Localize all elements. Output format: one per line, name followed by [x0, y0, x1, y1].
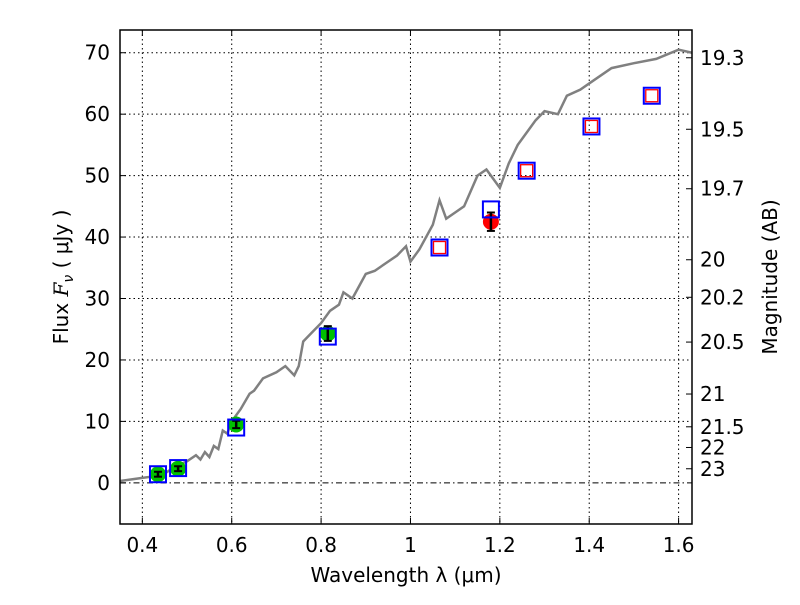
mag-tick-label: 20	[700, 248, 725, 272]
model-square	[227, 418, 246, 437]
x-tick-label: 0.6	[216, 533, 248, 557]
spectrum-line	[119, 48, 693, 483]
mag-tick-label: 21	[700, 382, 725, 406]
x-axis-label: Wavelength λ (μm)	[310, 563, 501, 587]
y-tick-label: 30	[85, 287, 110, 311]
predicted-square	[520, 164, 534, 178]
mag-tick-label: 20.5	[700, 330, 745, 354]
model-square	[318, 327, 337, 346]
mag-tick-label: 19.5	[700, 117, 745, 141]
mag-tick-label: 22	[700, 435, 725, 459]
y-tick-label: 10	[85, 409, 110, 433]
ticks: 0.4 0.6 0.8 1 1.2 1.4 1.6 0 10 20 30 40 50 60 70 19.3 19…	[85, 30, 745, 557]
model-square	[582, 117, 601, 136]
x-tick-label: 0.4	[126, 533, 158, 557]
y-tick-label: 20	[85, 348, 110, 372]
y-tick-label: 60	[85, 102, 110, 126]
x-tick-label: 1	[404, 533, 417, 557]
plot-frame	[119, 29, 693, 525]
mag-tick-label: 21.5	[700, 415, 745, 439]
y-tick-label: 50	[85, 164, 110, 188]
x-tick-label: 1.6	[663, 533, 695, 557]
x-tick-label: 0.8	[305, 533, 337, 557]
model-square	[148, 465, 167, 484]
y2-axis-label: Magnitude (AB)	[758, 199, 782, 354]
model-square	[642, 86, 661, 105]
x-tick-label: 1.2	[484, 533, 516, 557]
x-tick-label: 1.4	[573, 533, 605, 557]
predicted-square	[645, 89, 659, 103]
grid	[120, 30, 692, 524]
y-tick-label: 70	[85, 41, 110, 65]
y-axis-label: Flux Fν ( μJy )	[49, 210, 77, 345]
predicted-square	[432, 240, 447, 255]
predicted-square	[584, 119, 599, 134]
mag-tick-label: 19.3	[700, 46, 745, 70]
y-tick-label: 0	[97, 471, 110, 495]
model-square	[169, 459, 188, 478]
data-markers	[148, 86, 661, 484]
mag-tick-label: 20.2	[700, 285, 745, 309]
model-square	[430, 238, 449, 257]
mag-tick-label: 23	[700, 457, 725, 481]
y-tick-label: 40	[85, 225, 110, 249]
model-square	[481, 200, 500, 219]
model-square	[517, 161, 536, 180]
mag-tick-label: 19.7	[700, 177, 745, 201]
